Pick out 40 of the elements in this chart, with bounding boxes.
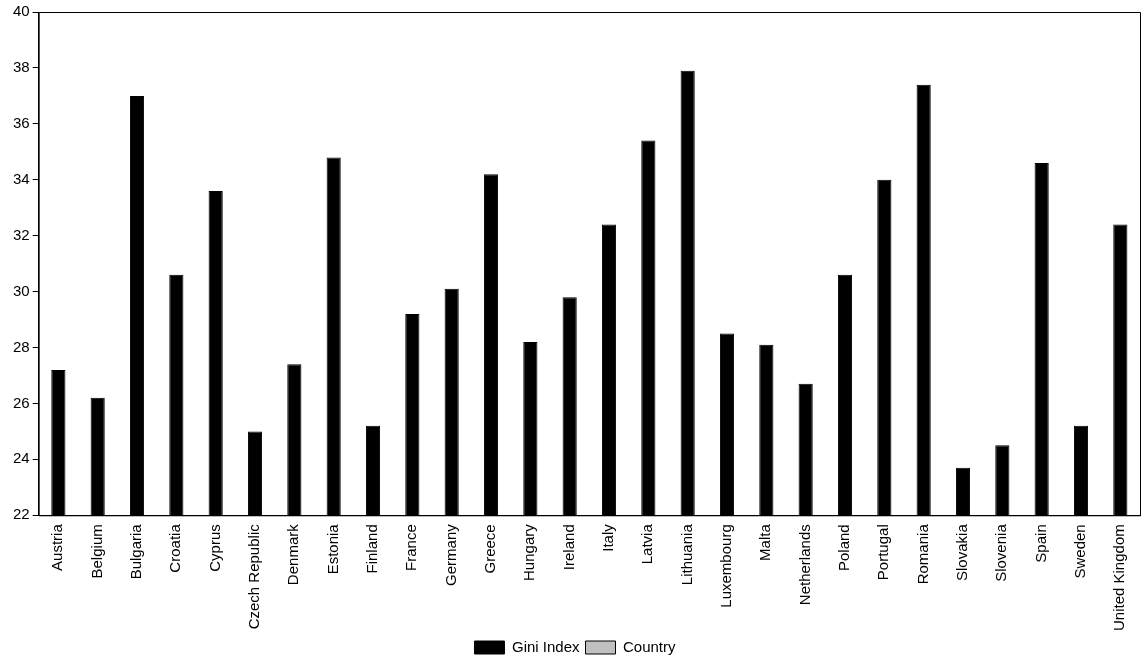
- x-tick-label: Estonia: [323, 523, 341, 575]
- x-tick-label: Bulgaria: [127, 523, 145, 580]
- x-tick-label: Austria: [48, 523, 66, 571]
- y-tick-label: 38: [13, 58, 30, 76]
- x-tick-label: Hungary: [520, 523, 538, 581]
- y-tick-label: 22: [13, 505, 30, 523]
- x-tick-label: Italy: [599, 523, 617, 552]
- y-tick-label: 40: [13, 2, 30, 20]
- x-tick-label: Cyprus: [205, 524, 223, 572]
- x-tick-label: Ireland: [559, 524, 577, 571]
- legend-label: Gini Index: [511, 637, 581, 655]
- x-tick-label: Romania: [913, 523, 931, 585]
- x-tick-label: Sweden: [1071, 524, 1089, 579]
- legend-label: Country: [623, 637, 677, 655]
- x-tick-label: Portugal: [874, 524, 892, 581]
- x-tick-label: Malta: [756, 523, 774, 561]
- y-tick-label: 26: [13, 393, 30, 411]
- x-tick-label: Czech Republic: [245, 523, 263, 630]
- y-tick-label: 34: [13, 169, 30, 187]
- x-tick-label: Spain: [1031, 524, 1049, 563]
- y-tick-label: 30: [13, 281, 30, 299]
- y-tick-label: 32: [13, 225, 30, 243]
- x-tick-label: Luxembourg: [717, 524, 735, 608]
- x-tick-label: France: [402, 524, 420, 571]
- x-tick-label: Denmark: [284, 523, 302, 586]
- x-tick-label: Finland: [363, 524, 381, 574]
- x-tick-label: Latvia: [638, 523, 656, 565]
- x-tick-label: Slovakia: [953, 523, 971, 581]
- x-tick-label: Greece: [481, 524, 499, 574]
- x-tick-label: Belgium: [87, 524, 105, 579]
- x-tick-label: United Kingdom: [1110, 524, 1128, 632]
- y-tick-label: 36: [13, 113, 30, 131]
- y-tick-label: 24: [13, 449, 30, 467]
- x-tick-label: Slovenia: [992, 523, 1010, 582]
- x-tick-label: Netherlands: [795, 524, 813, 606]
- x-tick-label: Lithuania: [677, 523, 695, 586]
- x-tick-label: Poland: [835, 524, 853, 571]
- x-tick-label: Germany: [441, 523, 459, 586]
- x-tick-label: Croatia: [166, 523, 184, 573]
- y-tick-label: 28: [13, 337, 30, 355]
